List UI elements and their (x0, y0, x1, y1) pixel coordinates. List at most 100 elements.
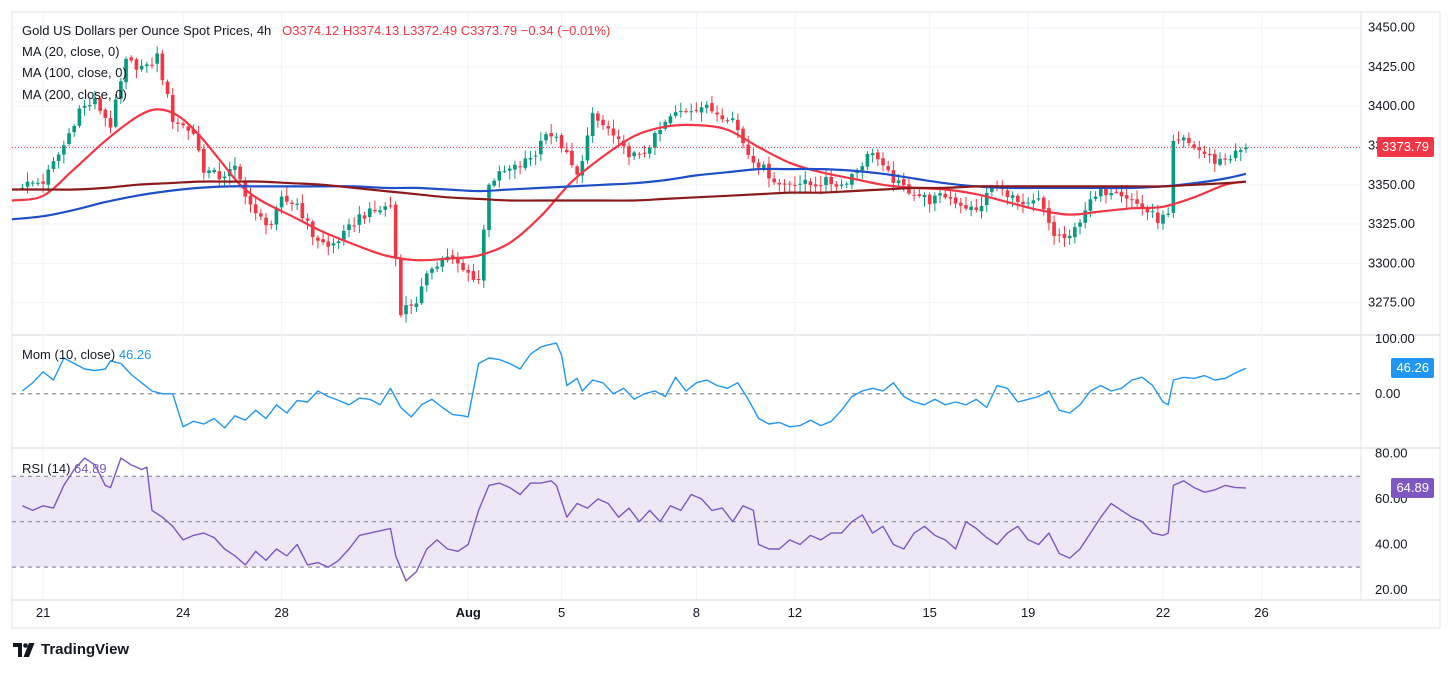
candle-body (1016, 195, 1020, 202)
candle-body (1093, 196, 1098, 199)
candle-body (1031, 200, 1036, 204)
candle-body (176, 122, 180, 124)
candle-body (761, 164, 766, 168)
candle-body (108, 118, 113, 128)
candle-body (144, 64, 149, 67)
candle-body (1176, 139, 1181, 141)
candle-body (1098, 188, 1103, 197)
candle-body (326, 241, 331, 247)
candle-body (554, 136, 559, 138)
candle-body (544, 134, 548, 141)
candle-body (730, 118, 735, 120)
instrument-title: Gold US Dollars per Ounce Spot Prices, 4… (22, 23, 272, 38)
candle-body (938, 193, 942, 196)
candle-body (741, 128, 745, 144)
candle-body (601, 119, 605, 126)
legend-ma200[interactable]: MA (200, close, 0) (22, 87, 127, 102)
candle-body (673, 112, 678, 116)
legend-rsi[interactable]: RSI (14) 64.89 (22, 460, 107, 478)
candle-body (316, 237, 320, 241)
candle-body (362, 215, 367, 219)
candle-body (62, 145, 66, 155)
candle-body (777, 182, 782, 185)
candle-body (440, 258, 445, 267)
rsi-price-tag: 64.89 (1391, 477, 1434, 498)
candle-body (642, 152, 647, 154)
rsi-value: 64.89 (74, 461, 107, 476)
candle-body (756, 162, 761, 168)
candle-body (1150, 211, 1155, 213)
candle-body (990, 187, 994, 192)
candle-body (1109, 193, 1113, 196)
candle-body (917, 194, 922, 197)
time-tick-label: 5 (558, 605, 565, 620)
candle-body (1171, 140, 1176, 213)
time-tick-label: Aug (456, 605, 481, 620)
candle-body (798, 183, 802, 185)
candle-body (336, 241, 341, 244)
candle-body (818, 185, 823, 187)
candle-body (533, 155, 538, 157)
candle-body (119, 81, 123, 99)
time-tick-label: 24 (176, 605, 190, 620)
time-tick-label: 21 (36, 605, 50, 620)
candle-body (958, 202, 963, 206)
candle-body (834, 184, 839, 187)
candle-body (212, 169, 217, 172)
candle-body (72, 125, 77, 133)
candle-body (1145, 208, 1150, 213)
candle-body (1187, 137, 1191, 144)
tradingview-logo[interactable]: TradingView (13, 641, 129, 658)
time-tick-label: 28 (274, 605, 288, 620)
candle-body (715, 112, 719, 115)
candle-body (202, 148, 206, 173)
candle-body (259, 213, 263, 217)
chart-border (11, 11, 1441, 629)
candle-body (93, 98, 97, 105)
candle-body (699, 107, 704, 113)
candle-body (653, 132, 657, 148)
momentum-tick-label: 0.00 (1375, 386, 1400, 401)
candle-body (186, 126, 191, 131)
candle-body (419, 286, 424, 304)
candle-body (974, 207, 979, 210)
candle-body (590, 113, 595, 136)
candle-body (710, 103, 714, 112)
candle-body (523, 158, 528, 168)
momentum-price-tag: 46.26 (1391, 358, 1434, 379)
candle-body (30, 182, 35, 184)
candle-body (424, 273, 429, 286)
legend-momentum[interactable]: Mom (10, close) 46.26 (22, 346, 151, 364)
candle-body (704, 104, 709, 108)
candle-body (1207, 154, 1212, 156)
candle-body (725, 120, 730, 122)
candle-body (1135, 199, 1139, 204)
candle-body (1244, 147, 1248, 150)
candle-body (803, 179, 808, 184)
time-tick-label: 22 (1156, 605, 1170, 620)
candle-body (1073, 227, 1077, 238)
candle-body (103, 109, 108, 118)
candle-body (378, 210, 382, 213)
ohlc-close: C3373.79 (460, 23, 518, 38)
candle-body (860, 166, 865, 171)
candle-body (1067, 235, 1072, 239)
candle-body (248, 195, 253, 205)
candle-body (1228, 159, 1233, 161)
ma200-line (12, 180, 1246, 202)
candle-body (1119, 191, 1124, 197)
candle-body (404, 305, 408, 315)
candle-body (139, 65, 144, 70)
legend-ma20[interactable]: MA (20, close, 0) (22, 44, 120, 59)
candle-body (1114, 191, 1119, 193)
candle-body (1062, 233, 1067, 239)
momentum-value: 46.26 (118, 347, 152, 362)
candle-body (668, 116, 673, 124)
legend-ma100[interactable]: MA (100, close, 0) (22, 65, 127, 80)
candle-body (658, 129, 662, 135)
candle-body (808, 181, 813, 186)
last-price-tag: 3373.79 (1377, 137, 1434, 158)
candle-body (1026, 202, 1030, 204)
candle-body (1202, 151, 1207, 155)
